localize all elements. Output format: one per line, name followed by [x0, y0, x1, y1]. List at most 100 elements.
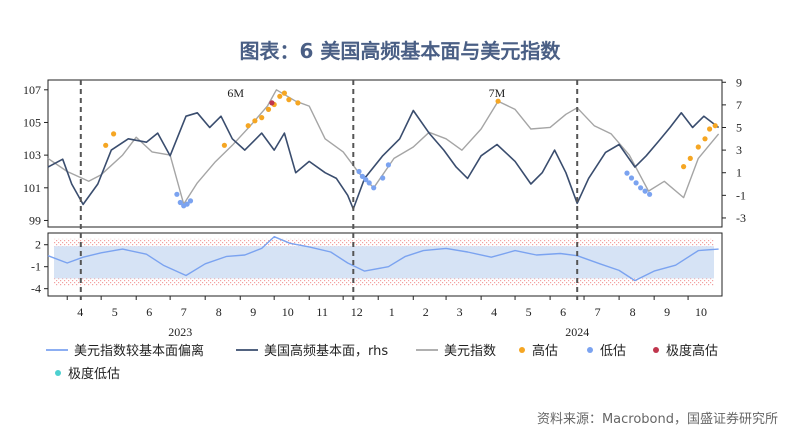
left-axis-tick: 105: [23, 115, 41, 129]
right-axis-tick: 9: [736, 75, 742, 89]
overvalued-dot: [295, 100, 301, 106]
right-axis-tick: 3: [736, 143, 742, 157]
bottom-panel: [47, 236, 719, 282]
legend-item: 极度高估: [653, 343, 718, 359]
deviation-band-inner: [54, 246, 714, 279]
period-dividers: [79, 80, 579, 300]
overvalued-dot: [712, 123, 718, 129]
overvalued-dot: [111, 131, 117, 137]
x-axis-tick: 10: [282, 305, 294, 319]
legend-label: 极度高估: [666, 343, 718, 359]
undervalued-dot: [624, 170, 630, 176]
undervalued-dot: [638, 185, 644, 191]
legend-dot-swatch: [519, 347, 525, 353]
period-annotation: 7M: [489, 86, 506, 100]
x-axis-tick: 12: [351, 305, 363, 319]
x-axis-tick: 8: [216, 305, 222, 319]
legend-item: 高估: [519, 343, 558, 359]
left-axis-tick: 99: [29, 213, 41, 227]
overvalued-dot: [259, 115, 265, 121]
x-axis-tick: 9: [250, 305, 256, 319]
bottom-axis-tick: 2: [35, 238, 41, 252]
overvalued-dot: [277, 93, 283, 99]
left-axis-tick: 107: [23, 83, 41, 97]
legend-label: 美元指数较基本面偏离: [74, 343, 204, 359]
undervalued-dot: [174, 191, 180, 197]
x-axis-tick: 7: [595, 305, 601, 319]
top-panel-frame: [47, 79, 723, 228]
legend-item: 低估: [587, 344, 626, 359]
left-axis-tick: 101: [23, 181, 41, 195]
undervalued-dot: [628, 175, 635, 181]
left-axis-tick: 103: [23, 148, 41, 162]
undervalued-dot: [187, 198, 194, 204]
x-axis-tick: 9: [664, 305, 670, 319]
overvalued-dot: [495, 98, 501, 104]
undervalued-dot: [366, 180, 372, 186]
legend-item: 美元指数: [416, 344, 496, 359]
legend-item: 美元指数较基本面偏离: [46, 343, 204, 359]
overvalued-dot: [707, 126, 713, 132]
undervalued-dot: [385, 162, 391, 168]
x-axis-tick: 4: [77, 305, 83, 319]
x-axis-year: 2023: [168, 325, 192, 339]
overvalued-dot: [265, 106, 272, 112]
legend-label: 高估: [532, 343, 558, 359]
right-axis-tick: -1: [736, 188, 746, 202]
legend-label: 低估: [600, 344, 626, 359]
undervalued-dot: [380, 175, 386, 181]
x-axis-tick: 5: [112, 305, 118, 319]
deviation-line: [47, 236, 719, 282]
overvalued-dot: [221, 142, 227, 148]
x-axis-year: 2024: [565, 325, 589, 339]
x-axis-tick: 10: [695, 305, 707, 319]
right-axis-tick: 5: [736, 120, 742, 134]
period-annotation: 6M: [227, 86, 244, 100]
undervalued-dot: [177, 199, 183, 206]
x-axis-tick: 6: [560, 305, 566, 319]
undervalued-dot: [371, 185, 377, 191]
chart-title: 图表：6 美国高频基本面与美元指数: [240, 39, 562, 63]
undervalued-dot: [184, 201, 190, 207]
right-axis-tick: -3: [736, 211, 746, 225]
overvalued-dot: [103, 142, 109, 148]
x-axis-tick: 4: [491, 305, 497, 319]
x-axis-tick: 7: [181, 305, 187, 319]
legend-label: 极度低估: [68, 366, 120, 382]
overvalued-dot: [695, 144, 701, 150]
legend-dot-swatch: [653, 347, 659, 353]
x-axis-tick: 2: [423, 305, 429, 319]
extreme-overvalued-dot: [269, 100, 275, 106]
overvalued-dot: [286, 97, 292, 103]
legend-label: 美元指数: [444, 344, 496, 359]
overvalued-dot: [681, 164, 687, 170]
right-axis-tick: 1: [736, 166, 742, 180]
legend-label: 美国高频基本面，rhs: [264, 343, 388, 359]
bottom-axis-tick: -1: [31, 260, 41, 274]
undervalued-dot: [363, 177, 369, 183]
legend-dot-swatch: [55, 370, 61, 376]
legend-item: 美国高频基本面，rhs: [236, 343, 388, 359]
bottom-panel-band: [54, 238, 714, 286]
undervalued-dot: [633, 180, 639, 186]
overvalued-dot: [702, 136, 708, 142]
undervalued-dot: [356, 168, 362, 175]
x-axis-tick: 5: [526, 305, 532, 319]
overvalued-dot: [687, 155, 693, 161]
annotations: 6M 7M: [227, 86, 505, 100]
x-axis-tick: 8: [630, 305, 636, 319]
dollar-index-line: [47, 89, 720, 205]
top-panel: [47, 89, 720, 210]
overvalued-dot: [281, 90, 287, 96]
source-note: 资料来源：Macrobond，国盛证券研究所: [537, 411, 778, 427]
right-axis-tick: 7: [736, 98, 742, 112]
undervalued-dot: [642, 188, 648, 194]
undervalued-dot: [647, 191, 653, 197]
overvalued-dot: [252, 118, 258, 124]
x-axis-tick: 1: [389, 305, 395, 319]
x-axis-tick: 3: [457, 305, 463, 319]
overvalued-dot: [245, 123, 251, 129]
legend-item: 极度低估: [55, 366, 120, 382]
